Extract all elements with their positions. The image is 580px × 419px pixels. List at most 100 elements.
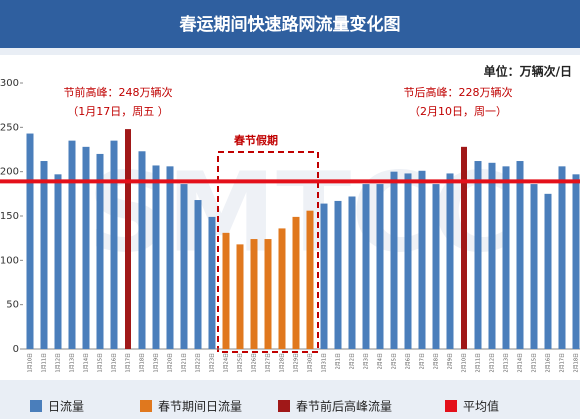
legend-label: 日流量	[48, 400, 84, 414]
x-tick-label: 1月29日	[294, 353, 300, 373]
bar	[110, 140, 118, 349]
y-tick-label: 100	[0, 255, 19, 266]
bar	[152, 165, 160, 349]
x-tick-label: 1月17日	[126, 353, 132, 373]
x-tick-label: 2月11日	[476, 353, 482, 373]
bar	[362, 184, 370, 349]
bar	[54, 174, 62, 349]
holiday-box	[217, 151, 319, 353]
bar	[432, 184, 440, 349]
annotation: 春节假期	[234, 133, 278, 147]
bar	[40, 161, 48, 349]
x-tick-label: 1月16日	[112, 353, 118, 373]
y-tick-label: 0	[13, 344, 19, 355]
x-tick-label: 1月26日	[252, 353, 258, 373]
bar	[558, 166, 566, 349]
title-bar	[0, 0, 580, 48]
x-tick-label: 1月14日	[84, 353, 90, 373]
bar	[572, 174, 580, 349]
legend-swatch	[140, 400, 152, 412]
y-tick-label: 300	[0, 78, 19, 89]
bar	[138, 151, 146, 349]
chart-title: 春运期间快速路网流量变化图	[180, 14, 401, 35]
bar	[461, 146, 467, 349]
bar	[194, 200, 202, 349]
bar	[236, 244, 244, 349]
bar	[292, 216, 300, 349]
y-tick-label: 150	[0, 211, 19, 222]
x-tick-label: 1月15日	[98, 353, 104, 373]
bar	[82, 146, 90, 349]
x-tick-label: 2月15日	[532, 353, 538, 373]
x-tick-label: 1月31日	[322, 353, 328, 373]
x-tick-label: 1月19日	[154, 353, 160, 373]
bar	[502, 166, 510, 349]
y-tick-label: 50	[6, 300, 19, 311]
x-tick-label: 1月12日	[56, 353, 62, 373]
bar	[26, 133, 34, 349]
bar	[418, 170, 426, 349]
bar	[125, 129, 131, 349]
bar	[446, 173, 454, 349]
bar	[390, 171, 398, 349]
x-tick-label: 2月5日	[392, 353, 398, 369]
bar	[334, 200, 342, 349]
x-tick-label: 1月13日	[70, 353, 76, 373]
bar	[320, 203, 328, 349]
x-tick-label: 1月22日	[196, 353, 202, 373]
bar	[544, 193, 552, 349]
x-tick-label: 1月27日	[266, 353, 272, 373]
x-tick-label: 2月9日	[448, 353, 454, 369]
bar	[250, 239, 258, 349]
legend-swatch	[445, 400, 457, 412]
x-tick-label: 1月23日	[210, 353, 216, 373]
x-tick-label: 1月30日	[308, 353, 314, 373]
bar	[180, 184, 188, 349]
x-tick-label: 2月18日	[574, 353, 580, 373]
annotation: （1月17日，周五 ）	[67, 105, 169, 118]
x-tick-label: 2月13日	[504, 353, 510, 373]
x-tick-label: 2月8日	[434, 353, 440, 369]
x-tick-label: 1月10日	[28, 353, 34, 373]
x-tick-label: 1月11日	[42, 353, 48, 373]
x-tick-label: 2月6日	[406, 353, 412, 369]
annotation: （2月10日，周一）	[409, 105, 507, 118]
x-tick-label: 1月20日	[168, 353, 174, 373]
x-tick-label: 2月10日	[462, 353, 468, 373]
bar	[264, 239, 272, 349]
x-tick-label: 1月28日	[280, 353, 286, 373]
x-tick-label: 1月24日	[224, 353, 230, 373]
x-tick-label: 1月21日	[182, 353, 188, 373]
bar	[68, 140, 76, 349]
legend-label: 平均值	[463, 399, 499, 414]
x-tick-label: 2月3日	[364, 353, 370, 369]
bar	[404, 173, 412, 349]
x-tick-label: 2月16日	[546, 353, 552, 373]
y-tick-label: 250	[0, 122, 19, 133]
x-tick-label: 1月18日	[140, 353, 146, 373]
bar	[96, 153, 104, 349]
bar	[208, 216, 216, 349]
legend-label: 春节期间日流量	[158, 400, 242, 414]
annotation: 节后高峰：228万辆次	[404, 85, 513, 99]
bar	[348, 196, 356, 349]
x-tick-label: 2月1日	[336, 353, 342, 369]
bar	[516, 161, 524, 349]
x-tick-label: 2月12日	[490, 353, 496, 373]
bar	[376, 184, 384, 349]
x-tick-label: 1月25日	[238, 353, 244, 373]
bar	[222, 232, 230, 349]
bar	[530, 184, 538, 349]
annotation: 节前高峰：248万辆次	[64, 85, 173, 99]
legend-swatch	[278, 400, 290, 412]
legend-label: 春节前后高峰流量	[296, 399, 392, 414]
x-tick-label: 2月17日	[560, 353, 566, 373]
bar	[166, 166, 174, 349]
x-tick-label: 2月7日	[420, 353, 426, 369]
bar	[278, 228, 286, 349]
x-tick-label: 2月2日	[350, 353, 356, 369]
legend-swatch	[30, 400, 42, 412]
x-tick-label: 2月14日	[518, 353, 524, 373]
unit-label: 单位：万辆次/日	[484, 64, 572, 79]
